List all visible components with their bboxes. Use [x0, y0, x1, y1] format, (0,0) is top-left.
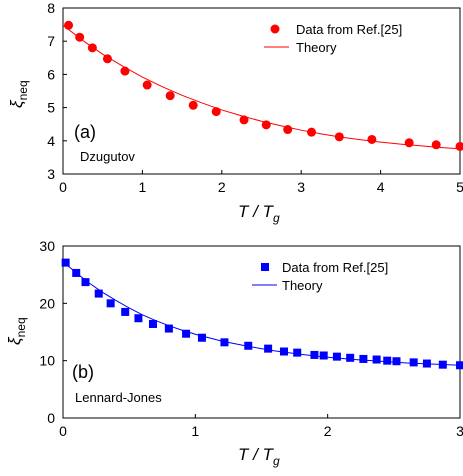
- panel-b-lennard-jones: 0 10 20 30 0 1 2 3 ξneq T / Tg Data from Ref.[…: [5, 238, 463, 468]
- panel-b-data-point: [372, 355, 381, 364]
- panel-a-theory-line: [62, 24, 461, 150]
- panel-a-x-tick-label: 2: [218, 179, 226, 195]
- panel-b-data-point: [244, 341, 253, 350]
- panel-a-plot-frame: [62, 7, 461, 175]
- panel-b-y-axis: 0 10 20 30: [39, 238, 67, 426]
- panel-b-y-tick-label: 20: [39, 295, 55, 311]
- panel-a-x-tick-label: 0: [59, 179, 67, 195]
- panel-b-data-point: [332, 352, 341, 361]
- panel-a-y-axis-label: ξneq: [7, 80, 30, 108]
- panel-a-data-point: [165, 91, 175, 101]
- panel-b-system-label: Lennard-Jones: [75, 390, 162, 405]
- panel-a-x-tick-label: 3: [297, 179, 305, 195]
- panel-a-y-tick-label: 5: [47, 100, 55, 116]
- panel-b-x-tick-label: 0: [59, 423, 67, 439]
- panel-b-data-point: [293, 348, 302, 357]
- panel-b-data-point: [61, 258, 70, 267]
- panel-b-data-point: [383, 356, 392, 365]
- panel-a-data-point: [455, 141, 463, 151]
- panel-b-plot-frame: [62, 245, 461, 419]
- panel-b-y-tick-label: 10: [39, 353, 55, 369]
- panel-a-data-point: [120, 66, 130, 76]
- panel-a-x-tick-label: 1: [139, 179, 147, 195]
- panel-a-y-tick-label: 3: [47, 166, 55, 182]
- panel-a-data-point: [188, 100, 198, 110]
- panel-a-data-point: [334, 132, 344, 142]
- panel-b-x-tick-label: 1: [191, 423, 199, 439]
- panel-a-legend-marker: [270, 24, 280, 34]
- panel-a-legend-data: Data from Ref.[25]: [296, 22, 402, 37]
- panel-a-x-tick-label: 5: [456, 179, 463, 195]
- panel-a-legend: Data from Ref.[25] Theory: [264, 22, 402, 55]
- panel-b-data-point: [319, 351, 328, 360]
- panel-b-theory-line: [62, 261, 461, 366]
- panel-b-data-points: [61, 258, 463, 370]
- panel-b-data-point: [279, 347, 288, 356]
- panel-b-data-point: [182, 329, 191, 338]
- panel-a-x-tick-label: 4: [377, 179, 385, 195]
- panel-a-x-axis: 0 1 2 3 4 5: [59, 170, 463, 195]
- panel-a-y-tick-label: 4: [47, 133, 55, 149]
- panel-b-data-point: [264, 344, 273, 353]
- panel-a-data-point: [239, 115, 249, 125]
- panel-a-data-point: [75, 32, 85, 42]
- panel-a-y-tick-label: 6: [47, 66, 55, 82]
- panel-b-data-point: [409, 358, 418, 367]
- panel-a-legend-theory: Theory: [296, 40, 337, 55]
- panel-b-data-point: [220, 338, 229, 347]
- panel-b-data-point: [148, 319, 157, 328]
- panel-b-data-point: [422, 359, 431, 368]
- panel-b-data-point: [197, 333, 206, 342]
- panel-b-label: (b): [72, 362, 94, 382]
- panel-a-data-point: [64, 20, 74, 30]
- panel-b-legend: Data from Ref.[25] Theory: [252, 260, 388, 293]
- panel-b-data-point: [438, 360, 447, 369]
- panel-b-x-axis: 0 1 2 3: [59, 414, 463, 439]
- panel-b-data-point: [346, 353, 355, 362]
- panel-b-data-point: [164, 324, 173, 333]
- panel-b-data-point: [94, 289, 103, 298]
- panel-a-data-point: [261, 120, 271, 130]
- panel-b-y-axis-label: ξneq: [5, 317, 28, 345]
- panel-a-data-point: [367, 134, 377, 144]
- panel-a-data-point: [87, 43, 97, 53]
- panel-b-legend-marker: [261, 263, 269, 271]
- panel-a-data-point: [404, 138, 414, 148]
- panel-a-dzugutov: 3 4 5 6 7 8 0 1 2 3 4 5 ξneq T / Tg Data from Ref.…: [7, 0, 463, 225]
- panel-b-y-tick-label: 0: [47, 410, 55, 426]
- panel-b-data-point: [392, 357, 401, 366]
- panel-a-label: (a): [74, 122, 96, 142]
- panel-a-y-tick-label: 7: [47, 33, 55, 49]
- panel-a-system-label: Dzugutov: [80, 149, 135, 164]
- panel-a-data-point: [431, 140, 441, 150]
- panel-b-theory-curve: [62, 261, 461, 366]
- panel-b-x-axis-label: T / Tg: [238, 445, 280, 468]
- panel-a-y-tick-label: 8: [47, 0, 55, 16]
- panel-b-data-point: [106, 299, 115, 308]
- panel-b-data-point: [134, 314, 143, 323]
- panel-a-data-point: [283, 125, 293, 135]
- panel-b-data-point: [121, 307, 130, 316]
- panel-b-data-point: [310, 350, 319, 359]
- panel-a-data-points: [64, 20, 463, 151]
- panel-a-x-axis-label: T / Tg: [238, 202, 280, 225]
- panel-a-data-point: [142, 80, 152, 90]
- panel-a-data-point: [307, 127, 317, 137]
- panel-b-data-point: [456, 361, 463, 370]
- panel-b-legend-data: Data from Ref.[25]: [282, 260, 388, 275]
- panel-b-data-point: [81, 278, 90, 287]
- panel-b-data-point: [72, 268, 81, 277]
- panel-a-theory-curve: [62, 24, 461, 150]
- panel-b-data-point: [359, 354, 368, 363]
- panel-a-data-point: [102, 54, 112, 64]
- panel-b-legend-theory: Theory: [282, 278, 323, 293]
- panel-a-data-point: [211, 107, 221, 117]
- panel-b-x-tick-label: 2: [324, 423, 332, 439]
- panel-b-y-tick-label: 30: [39, 238, 55, 254]
- panel-b-x-tick-label: 3: [456, 423, 463, 439]
- panel-a-y-axis: 3 4 5 6 7 8: [47, 0, 67, 182]
